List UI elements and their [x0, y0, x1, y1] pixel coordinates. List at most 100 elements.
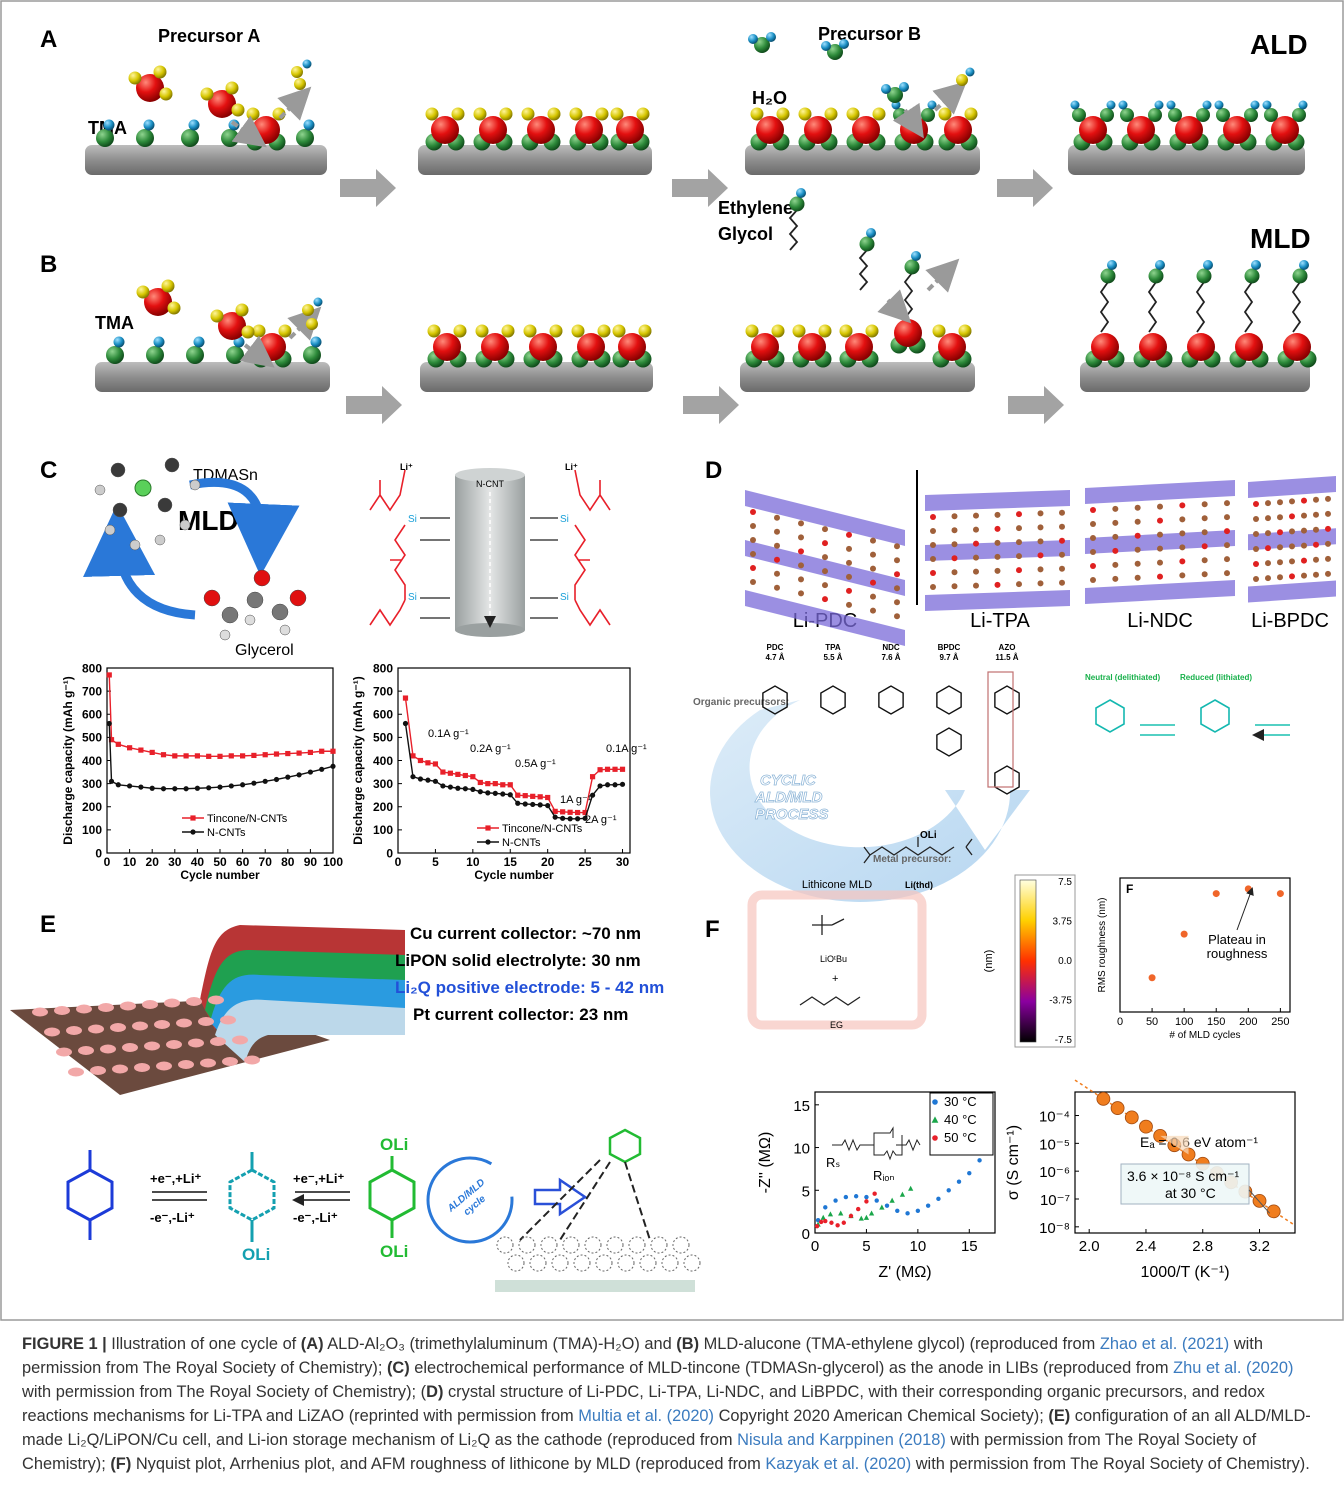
atom	[1253, 561, 1259, 567]
atom	[247, 592, 263, 608]
marker	[515, 793, 520, 798]
atom	[160, 88, 173, 101]
atom	[258, 333, 286, 361]
polyhedra	[745, 490, 905, 546]
atom	[847, 108, 860, 121]
marker	[1097, 1092, 1110, 1105]
atom	[162, 280, 175, 293]
annotation: Rᵢₒₙ	[873, 1168, 895, 1183]
marker	[553, 815, 558, 820]
atom	[306, 318, 318, 330]
atom	[222, 607, 238, 623]
ring	[1201, 700, 1229, 732]
chain	[1101, 282, 1108, 332]
atom	[952, 555, 958, 561]
caption-link[interactable]: Zhu et al. (2020)	[1173, 1359, 1293, 1377]
panel-label: C	[40, 457, 57, 484]
atom	[1187, 333, 1215, 361]
caption-link[interactable]: Kazyak et al. (2020)	[765, 1455, 911, 1473]
atom	[1179, 502, 1185, 508]
atom	[596, 108, 609, 121]
atom	[846, 574, 852, 580]
caption-link[interactable]: Multia et al. (2020)	[578, 1407, 714, 1425]
process-label: MLD	[1250, 223, 1311, 254]
atom	[866, 228, 876, 238]
x-tick-label: 5	[432, 855, 439, 869]
ring	[370, 1170, 414, 1220]
caption-link[interactable]: Nisula and Karppinen (2018)	[737, 1431, 946, 1449]
atom	[846, 546, 852, 552]
marker	[138, 784, 143, 789]
atom	[303, 346, 321, 364]
y-axis-label: -Z'' (MΩ)	[757, 1132, 774, 1194]
atom	[933, 325, 946, 338]
atom	[1135, 547, 1141, 553]
atom	[572, 325, 585, 338]
marker	[263, 779, 268, 784]
atom	[899, 82, 909, 92]
process-arrow	[683, 386, 739, 424]
caption-normal: Illustration of one cycle of	[107, 1335, 301, 1353]
marker	[285, 775, 290, 780]
legend-marker	[932, 1135, 938, 1141]
marker	[403, 695, 408, 700]
marker	[967, 1171, 971, 1175]
atom	[1301, 543, 1307, 549]
atom	[846, 532, 852, 538]
x-tick-label: 3.2	[1249, 1238, 1270, 1255]
atom	[1202, 571, 1208, 577]
atom	[1135, 519, 1141, 525]
atom	[973, 541, 979, 547]
atom	[774, 529, 780, 535]
y-axis-label: Discharge capacity (mAh g⁻¹)	[351, 676, 365, 844]
y-tick-label: 10⁻⁴	[1039, 1109, 1070, 1126]
figure: A Precursor A Precursor B ALD TMA H₂O B …	[0, 0, 1344, 1322]
atom	[995, 512, 1001, 518]
series-line	[109, 675, 333, 756]
atom	[165, 458, 179, 472]
chem-bond	[812, 915, 844, 935]
reaction-arrow	[935, 92, 955, 110]
dot	[132, 1022, 148, 1031]
marker	[440, 769, 445, 774]
atom	[1313, 497, 1319, 503]
atom	[1301, 528, 1307, 534]
atom	[952, 569, 958, 575]
atom	[995, 554, 1001, 560]
atom	[798, 333, 826, 361]
atom	[1224, 570, 1230, 576]
atom	[894, 613, 900, 619]
atom	[1038, 580, 1044, 586]
y-tick-label: 15	[793, 1098, 810, 1115]
atom	[529, 333, 557, 361]
chain	[860, 250, 867, 290]
atom	[242, 326, 255, 339]
marker	[530, 794, 535, 799]
atom	[1325, 541, 1331, 547]
reaction-arrow	[928, 270, 948, 290]
marker	[206, 754, 211, 759]
atom	[1313, 527, 1319, 533]
atom	[548, 108, 561, 121]
caption-link[interactable]: Zhao et al. (2021)	[1100, 1335, 1229, 1353]
annotation: 0.1A g⁻¹	[428, 728, 469, 740]
y-axis-label: Discharge capacity (mAh g⁻¹)	[61, 676, 75, 844]
plot-frame	[1075, 1092, 1295, 1233]
x-tick-label: 2.8	[1192, 1238, 1213, 1255]
dot	[110, 1023, 126, 1032]
atom	[1289, 513, 1295, 519]
chem-bond	[370, 470, 405, 625]
atom	[1203, 260, 1213, 270]
atom	[894, 599, 900, 605]
dot	[56, 1048, 72, 1057]
marker	[455, 786, 460, 791]
process-arrow	[340, 169, 396, 207]
atom	[1202, 501, 1208, 507]
atom	[952, 583, 958, 589]
chain	[1245, 282, 1252, 332]
marker	[470, 774, 475, 779]
atom	[1224, 528, 1230, 534]
marker	[523, 801, 528, 806]
atom	[1139, 333, 1167, 361]
atom	[454, 325, 467, 338]
